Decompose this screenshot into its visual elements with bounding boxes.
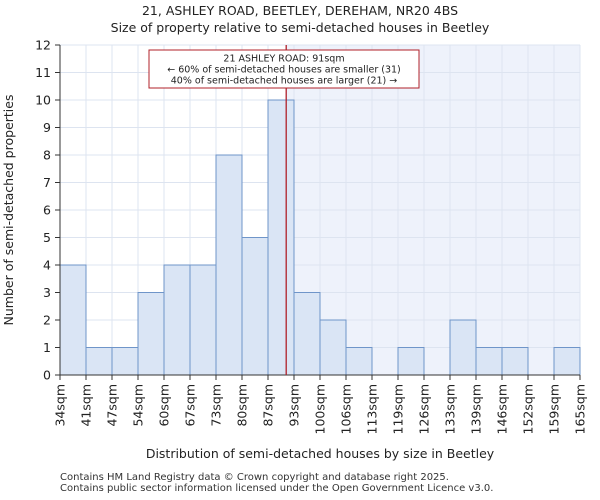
y-tick-label: 0 <box>43 368 51 383</box>
x-tick-label: 133sqm <box>443 384 458 434</box>
y-tick-label: 11 <box>35 65 51 80</box>
footer-copyright: Contains HM Land Registry data © Crown c… <box>60 472 449 483</box>
y-tick-label: 4 <box>43 258 51 273</box>
bar-100sqm[interactable] <box>319 319 347 376</box>
y-tick-label: 3 <box>43 285 51 300</box>
bar-60sqm[interactable] <box>163 264 191 376</box>
annotation-title: 21 ASHLEY ROAD: 91sqm <box>223 54 344 65</box>
y-tick-label: 12 <box>35 38 51 53</box>
bar-47sqm[interactable] <box>111 347 139 376</box>
x-tick-label: 80sqm <box>235 384 250 427</box>
bar-41sqm[interactable] <box>85 347 113 376</box>
x-tick-label: 87sqm <box>261 384 276 427</box>
y-tick-label: 6 <box>43 203 51 218</box>
chart-subtitle: Size of property relative to semi-detach… <box>110 20 490 35</box>
bar-146sqm[interactable] <box>501 347 529 376</box>
x-tick-label: 34sqm <box>53 384 68 427</box>
y-tick-label: 8 <box>43 148 51 163</box>
x-tick-label: 126sqm <box>417 384 432 434</box>
x-tick-label: 106sqm <box>339 384 354 434</box>
y-tick-label: 2 <box>43 313 51 328</box>
x-tick-label: 47sqm <box>105 384 120 427</box>
x-tick-label: 60sqm <box>157 384 172 427</box>
annotation-box <box>148 49 420 89</box>
x-tick-label: 54sqm <box>131 384 146 427</box>
x-tick-label: 159sqm <box>547 384 562 434</box>
bar-139sqm[interactable] <box>475 347 503 376</box>
bar-67sqm[interactable] <box>189 264 217 376</box>
bar-119sqm[interactable] <box>397 347 425 376</box>
x-tick-label: 146sqm <box>495 384 510 434</box>
chart-title: 21, ASHLEY ROAD, BEETLEY, DEREHAM, NR20 … <box>141 3 459 18</box>
bar-34sqm[interactable] <box>59 264 87 376</box>
bar-159sqm[interactable] <box>553 347 581 376</box>
x-tick-label: 67sqm <box>183 384 198 427</box>
bar-133sqm[interactable] <box>449 319 477 376</box>
x-tick-label: 139sqm <box>469 384 484 434</box>
bar-54sqm[interactable] <box>137 292 165 376</box>
y-tick-label: 9 <box>43 120 51 135</box>
y-tick-label: 10 <box>35 93 51 108</box>
x-tick-label: 119sqm <box>391 384 406 434</box>
bar-73sqm[interactable] <box>215 154 243 376</box>
x-tick-label: 100sqm <box>313 384 328 434</box>
y-axis-title: Number of semi-detached properties <box>1 95 16 326</box>
bar-87sqm[interactable] <box>267 99 295 376</box>
x-tick-label: 113sqm <box>365 384 380 434</box>
footer-licence: Contains public sector information licen… <box>60 483 494 494</box>
x-tick-label: 93sqm <box>287 384 302 427</box>
x-tick-label: 73sqm <box>209 384 224 427</box>
annotation-smaller: ← 60% of semi-detached houses are smalle… <box>167 65 401 76</box>
x-tick-label: 41sqm <box>79 384 94 427</box>
bar-106sqm[interactable] <box>345 347 373 376</box>
x-tick-label: 165sqm <box>573 384 588 434</box>
x-tick-label: 152sqm <box>521 384 536 434</box>
y-tick-label: 1 <box>43 340 51 355</box>
annotation-larger: 40% of semi-detached houses are larger (… <box>171 76 398 87</box>
bar-93sqm[interactable] <box>293 292 321 376</box>
bar-80sqm[interactable] <box>241 237 269 376</box>
y-tick-label: 5 <box>43 230 51 245</box>
y-tick-label: 7 <box>43 175 51 190</box>
x-axis-title: Distribution of semi-detached houses by … <box>146 446 495 461</box>
